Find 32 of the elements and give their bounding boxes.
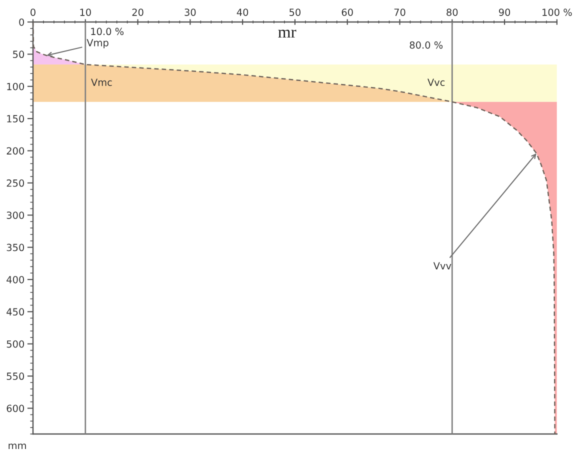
y-tick-label: 500 [6, 340, 24, 348]
x-tick-label: 30 [184, 8, 196, 16]
series-label: Vvc [428, 78, 445, 86]
x-tick-label: 70 [394, 8, 406, 16]
y-tick-label: 550 [6, 372, 24, 380]
x-axis-title: mr [278, 30, 296, 38]
y-tick-label: 50 [13, 50, 24, 58]
ref-line-label: 10.0 % [91, 28, 124, 36]
x-tick-label: 20 [132, 8, 144, 16]
annotation: Vmp [86, 39, 108, 48]
x-tick-label: 0 [30, 8, 36, 16]
annotation: Vvv [433, 262, 452, 270]
y-tick-label: 350 [6, 244, 24, 252]
x-tick-label: 60 [342, 8, 353, 16]
x-tick-label: 90 [498, 8, 510, 16]
y-tick-label: 150 [7, 115, 24, 122]
y-tick-label: 250 [6, 179, 24, 187]
y-axis-title: mm [8, 444, 26, 450]
y-tick-label: 400 [6, 276, 24, 284]
x-tick-label: 100 % [542, 8, 572, 16]
x-tick-label: 40 [236, 8, 248, 16]
y-tick-label: 450 [6, 308, 24, 316]
y-tick-label: 100 [7, 82, 24, 90]
y-tick-label: 300 [6, 212, 24, 219]
x-tick-label: 50 [290, 8, 300, 16]
x-tick-label: 80 [446, 8, 458, 16]
y-tick-label: 600 [6, 404, 24, 412]
x-tick-label: 10 [80, 8, 91, 16]
ref-line-label: 80.0 % [410, 41, 443, 49]
y-tick-label: 0 [19, 18, 24, 26]
y-tick-label: 200 [6, 147, 24, 155]
series-label: Vmc [91, 78, 112, 86]
